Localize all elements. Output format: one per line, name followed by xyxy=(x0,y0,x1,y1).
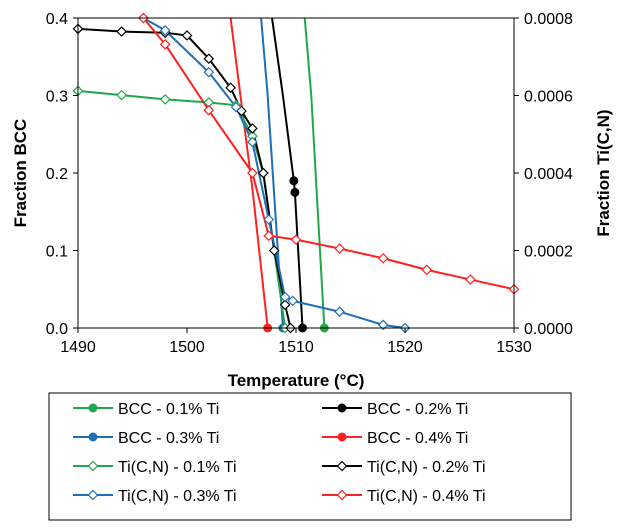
y2-tick-label: 0.0008 xyxy=(524,11,573,28)
data-point xyxy=(268,245,280,256)
data-point xyxy=(465,274,476,285)
data-point xyxy=(159,39,171,50)
y2-tick-label: 0.0002 xyxy=(524,244,573,261)
legend-marker xyxy=(337,403,347,413)
data-point xyxy=(203,66,215,78)
x-tick-label: 1490 xyxy=(60,339,96,356)
series-line-2 xyxy=(271,18,304,328)
legend-item: BCC - 0.3% Ti xyxy=(73,430,219,447)
legend-label: Ti(C,N) - 0.2% Ti xyxy=(367,459,486,476)
data-point xyxy=(247,123,258,134)
y-tick-label: 0.1 xyxy=(46,244,68,261)
data-point xyxy=(159,25,171,36)
data-point xyxy=(263,230,275,242)
legend-label: BCC - 0.3% Ti xyxy=(118,430,219,447)
y2-tick-label: 0.0006 xyxy=(524,89,573,106)
series-line-8 xyxy=(142,18,514,291)
legend-label: Ti(C,N) - 0.1% Ti xyxy=(118,459,237,476)
legend-label: BCC - 0.2% Ti xyxy=(367,401,468,418)
legend-label: Ti(C,N) - 0.3% Ti xyxy=(118,488,237,505)
y2-tick-label: 0.0000 xyxy=(524,321,573,338)
data-point xyxy=(116,26,127,37)
y-axis-title: Fraction BCC xyxy=(11,119,30,228)
legend-item: BCC - 0.1% Ti xyxy=(73,401,219,418)
legend-marker xyxy=(336,460,348,472)
legend-item: Ti(C,N) - 0.1% Ti xyxy=(73,459,237,476)
legend-marker xyxy=(336,489,348,501)
legend-marker xyxy=(87,489,99,501)
data-point xyxy=(290,187,300,197)
legend-marker xyxy=(88,403,98,413)
data-point xyxy=(203,53,215,65)
data-point xyxy=(181,30,193,41)
x-tick-label: 1510 xyxy=(278,339,314,356)
data-point xyxy=(279,291,291,303)
legend: BCC - 0.1% Ti BCC - 0.2% Ti BCC - 0.3% Ti B… xyxy=(48,392,572,521)
legend-label: BCC - 0.4% Ti xyxy=(367,430,468,447)
x-axis-title: Temperature (°C) xyxy=(228,371,365,390)
data-point xyxy=(289,176,299,186)
data-point xyxy=(377,319,389,331)
y-tick-label: 0.3 xyxy=(46,89,68,106)
legend-marker xyxy=(337,432,347,442)
data-point xyxy=(263,214,275,225)
data-point xyxy=(287,295,299,307)
marker-layer xyxy=(72,12,520,334)
data-point xyxy=(116,89,127,101)
x-tick-label: 1520 xyxy=(387,339,423,356)
data-point xyxy=(290,234,302,245)
data-point xyxy=(247,167,258,179)
legend-label: Ti(C,N) - 0.4% Ti xyxy=(367,488,486,505)
data-point xyxy=(247,136,258,148)
data-point xyxy=(279,299,291,311)
data-point xyxy=(334,243,345,254)
y-tick-label: 0.2 xyxy=(46,166,68,183)
x-tick-label: 1530 xyxy=(496,339,532,356)
legend-marker xyxy=(88,432,98,442)
legend-box xyxy=(48,392,572,521)
legend-item: BCC - 0.2% Ti xyxy=(322,401,468,418)
data-point xyxy=(257,167,269,179)
data-point xyxy=(225,82,236,94)
legend-item: Ti(C,N) - 0.4% Ti xyxy=(322,488,486,505)
legend-item: BCC - 0.4% Ti xyxy=(322,430,468,447)
data-point xyxy=(421,264,433,276)
legend-item: Ti(C,N) - 0.3% Ti xyxy=(73,488,237,505)
data-point xyxy=(334,306,345,318)
data-point xyxy=(203,104,215,116)
series-line-7 xyxy=(142,18,406,328)
plot-frame xyxy=(77,17,515,329)
legend-item: Ti(C,N) - 0.2% Ti xyxy=(322,459,486,476)
x-tick-label: 1500 xyxy=(169,339,205,356)
y-tick-label: 0.4 xyxy=(46,11,68,28)
y-tick-label: 0.0 xyxy=(46,321,68,338)
data-point xyxy=(230,101,242,113)
series-layer xyxy=(78,18,514,328)
y2-tick-label: 0.0004 xyxy=(524,166,573,183)
data-point xyxy=(377,252,389,264)
axis-layer: 1490 1500 1510 1520 1530 0.0 0.1 0.2 0.3 0.4 0.000… xyxy=(46,11,573,356)
legend-marker xyxy=(87,460,99,472)
y2-axis-title: Fraction Ti(C,N) xyxy=(594,109,613,236)
data-point xyxy=(159,94,171,105)
legend-label: BCC - 0.1% Ti xyxy=(118,401,219,418)
series-line-4 xyxy=(229,18,269,328)
series-line-6 xyxy=(78,27,292,328)
series-line-1 xyxy=(303,18,326,328)
